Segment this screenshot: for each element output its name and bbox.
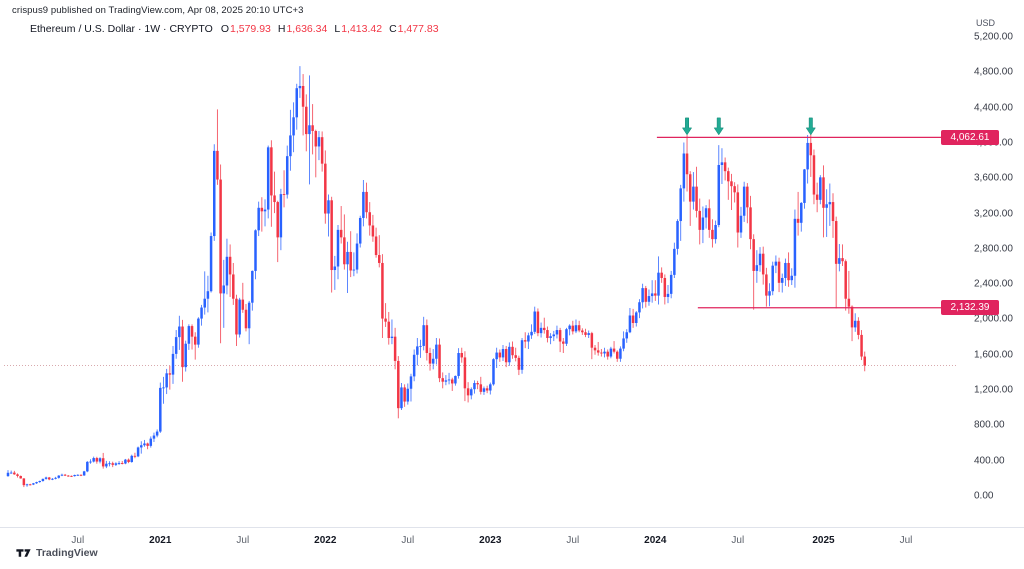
time-axis[interactable]: Jul 2021 Jul 2022 Jul 2023 Jul 2024 Jul 2025 Jul bbox=[0, 527, 1024, 552]
price-tick-label: 4,400.00 bbox=[974, 102, 1013, 114]
price-level-badge-resistance: 4,062.61 bbox=[941, 129, 999, 145]
time-tick-label: Jul bbox=[731, 535, 745, 546]
price-level-badge-support: 2,132.39 bbox=[941, 300, 999, 316]
ohlc-open: O1,579.93 bbox=[220, 23, 271, 35]
down-arrow-icon bbox=[713, 117, 724, 136]
time-tick-label: 2024 bbox=[644, 535, 667, 546]
down-arrow-icon bbox=[681, 117, 693, 136]
currency-unit-label: USD bbox=[976, 18, 996, 28]
time-tick-label: 2021 bbox=[149, 535, 172, 546]
time-tick-label: 2025 bbox=[812, 535, 835, 546]
time-tick-label: 2022 bbox=[314, 535, 337, 546]
tradingview-logo-text: TradingView bbox=[36, 547, 98, 559]
price-tick-label: 3,200.00 bbox=[974, 208, 1013, 220]
price-tick-label: 1,600.00 bbox=[974, 349, 1013, 361]
symbol-legend: Ethereum / U.S. Dollar · 1W · CRYPTO O1,… bbox=[30, 23, 439, 35]
price-tick-label: 3,600.00 bbox=[974, 172, 1013, 184]
ohlc-close: C1,477.83 bbox=[389, 23, 439, 35]
price-tick-label: 400.00 bbox=[974, 455, 1005, 467]
publish-attribution: crispus9 published on TradingView.com, A… bbox=[12, 5, 304, 16]
tradingview-logo[interactable]: TradingView bbox=[16, 547, 98, 559]
price-tick-label: 2,000.00 bbox=[974, 313, 1013, 325]
symbol-title[interactable]: Ethereum / U.S. Dollar · 1W · CRYPTO bbox=[30, 23, 213, 35]
price-tick-label: 2,800.00 bbox=[974, 243, 1013, 255]
ohlc-high: H1,636.34 bbox=[277, 23, 328, 35]
ohlc-values: O1,579.93 H1,636.34 L1,413.42 C1,477.83 bbox=[221, 23, 439, 35]
time-tick-label: Jul bbox=[71, 535, 85, 546]
price-tick-label: 800.00 bbox=[974, 419, 1005, 431]
time-tick-label: Jul bbox=[401, 535, 415, 546]
price-tick-label: 0.00 bbox=[974, 490, 994, 502]
time-tick-label: Jul bbox=[236, 535, 250, 546]
time-tick-label: Jul bbox=[566, 535, 580, 546]
price-tick-label: 1,200.00 bbox=[974, 384, 1013, 396]
price-axis[interactable]: USD 4,062.61 2,132.39 5,200.00 4,800.00 4,… bbox=[941, 0, 1024, 527]
candles-series bbox=[6, 66, 866, 488]
price-tick-label: 2,400.00 bbox=[974, 278, 1013, 290]
down-arrow-icon bbox=[805, 117, 816, 136]
ohlc-low: L1,413.42 bbox=[334, 23, 383, 35]
price-tick-label: 4,800.00 bbox=[974, 66, 1013, 78]
tradingview-mark-icon bbox=[16, 549, 31, 557]
price-tick-label: 5,200.00 bbox=[974, 31, 1013, 43]
time-tick-label: Jul bbox=[899, 535, 913, 546]
time-tick-label: 2023 bbox=[479, 535, 502, 546]
